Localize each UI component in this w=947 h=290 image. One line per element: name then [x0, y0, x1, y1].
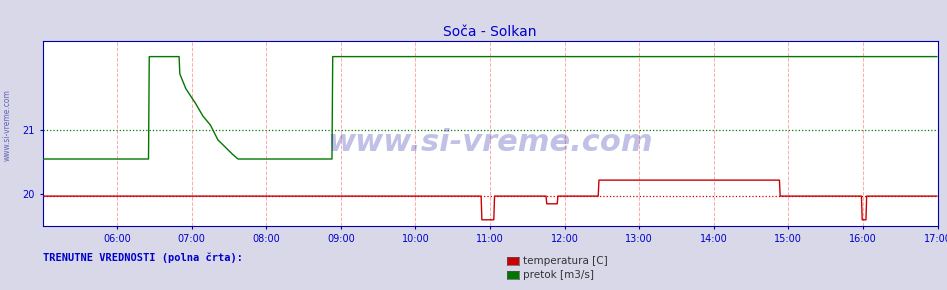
Text: www.si-vreme.com: www.si-vreme.com — [328, 128, 652, 157]
Text: pretok [m3/s]: pretok [m3/s] — [523, 270, 594, 280]
Title: Soča - Solkan: Soča - Solkan — [443, 26, 537, 39]
Text: temperatura [C]: temperatura [C] — [523, 256, 607, 266]
Text: TRENUTNE VREDNOSTI (polna črta):: TRENUTNE VREDNOSTI (polna črta): — [43, 252, 242, 263]
Text: www.si-vreme.com: www.si-vreme.com — [3, 89, 12, 161]
